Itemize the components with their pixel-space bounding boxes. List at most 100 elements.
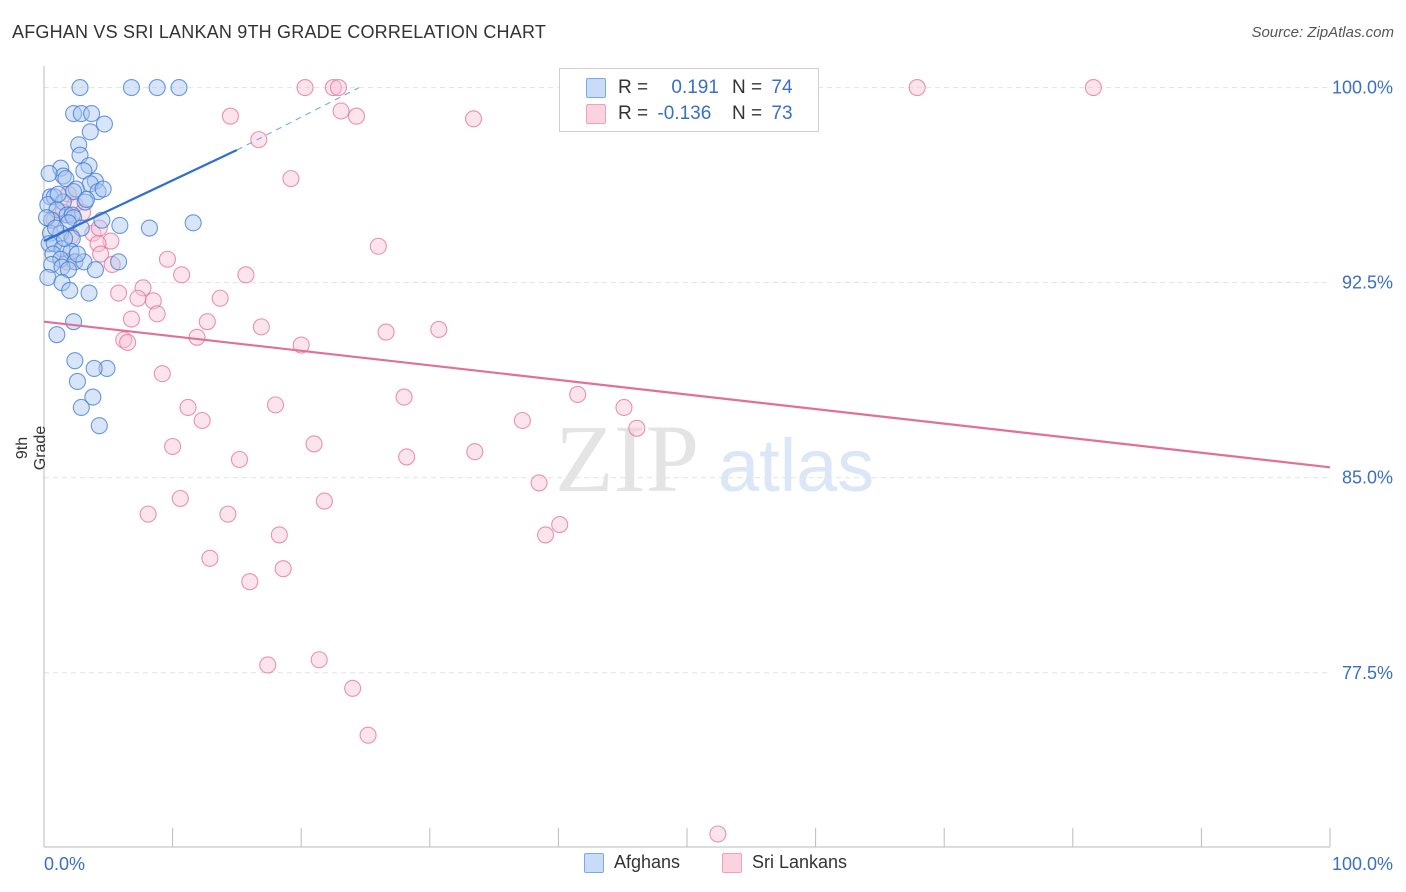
afghan-point — [71, 79, 89, 97]
sri-lankan-point — [377, 323, 395, 341]
afghan-point — [94, 180, 112, 198]
sri-lankan-point — [259, 656, 277, 674]
legend-r-label: R = — [618, 77, 649, 98]
afghan-point — [81, 123, 99, 141]
afghan-point — [148, 79, 166, 97]
sri-lankan-point — [148, 305, 166, 323]
sri-lankan-point — [193, 411, 211, 430]
sri-lankan-point — [144, 292, 162, 310]
trend-lines — [43, 87, 1331, 469]
sri-lankan-point — [139, 505, 157, 523]
afghan-point — [80, 157, 98, 175]
sri-lankan-point — [201, 549, 219, 567]
sri-lankan-point — [110, 284, 128, 302]
afghan-point — [111, 216, 129, 234]
legend-n-value-sri-lankans: 73 — [771, 103, 793, 124]
afghan-point — [68, 245, 86, 263]
legend-n-value-afghans: 74 — [771, 77, 793, 98]
sri-lankan-point — [551, 515, 569, 534]
sri-lankan-point — [530, 474, 548, 492]
afghan-point — [54, 167, 72, 185]
sri-lankan-point — [296, 79, 314, 97]
gridlines — [44, 87, 1330, 674]
sri-lankan-point — [305, 435, 323, 453]
afghan-point — [39, 268, 57, 287]
sri-lankan-point — [466, 443, 484, 461]
sri-lankan-point — [164, 437, 182, 456]
sri-lankan-point — [369, 237, 387, 255]
afghan-point — [90, 417, 108, 435]
sri-lankan-point — [310, 651, 328, 669]
afghan-point — [110, 253, 128, 271]
sri-lankan-point — [324, 79, 342, 97]
sri-lankan-point — [252, 318, 270, 336]
sri-lankan-point — [347, 107, 366, 125]
sri-lankan-point — [266, 396, 285, 414]
sri-lankan-point — [129, 289, 147, 307]
axes — [43, 66, 1331, 848]
afghan-point — [67, 180, 85, 198]
afghan-point — [61, 281, 79, 300]
afghan-point — [140, 219, 159, 237]
afghan-point — [80, 284, 98, 302]
sri-lankan-point — [92, 245, 110, 263]
sri-lankan-point — [332, 102, 350, 120]
sri-lankan-point — [102, 232, 120, 250]
sri-lankan-point — [344, 679, 362, 697]
sri-lankan-point — [270, 526, 288, 544]
sri-lankan-point — [430, 320, 448, 339]
afghan-point — [95, 115, 113, 133]
afghan-point — [85, 359, 103, 378]
sri-lankan-trend-line — [43, 320, 1331, 469]
sri-lankan-point — [250, 131, 268, 149]
sri-lankan-point — [134, 279, 152, 297]
sri-lankan-point — [221, 107, 240, 125]
sri-lankan-point — [122, 310, 140, 328]
series-afghans — [38, 79, 202, 435]
y-tick-label: 77.5% — [1342, 663, 1393, 683]
sri-lankan-point — [153, 365, 171, 383]
afghan-point — [66, 352, 84, 370]
sri-lankan-point — [241, 573, 259, 591]
afghan-point — [43, 255, 61, 273]
sri-lankan-point — [513, 411, 531, 430]
sri-lankan-point — [536, 526, 555, 544]
afghan-point — [83, 105, 101, 123]
legend-n-label: N = — [732, 77, 763, 98]
sri-lankan-point — [569, 385, 587, 404]
chart-title: AFGHAN VS SRI LANKAN 9TH GRADE CORRELATI… — [12, 22, 547, 42]
sri-lankan-point — [709, 825, 727, 843]
watermark: ZIP atlas — [555, 405, 874, 512]
afghan-trend-line — [43, 149, 238, 243]
sri-lankan-point — [158, 250, 177, 268]
legend-n-label: N = — [732, 103, 763, 124]
sri-lankan-point — [119, 333, 137, 352]
legend-r-value-afghans: 0.191 — [671, 77, 719, 98]
afghan-point — [57, 170, 75, 188]
sri-lankan-point — [908, 79, 926, 97]
legend-r-label: R = — [618, 103, 649, 124]
sri-lankan-point — [274, 560, 292, 578]
legend-swatch-sri-lankans — [586, 104, 606, 124]
sri-lankan-point — [315, 492, 333, 510]
afghan-point — [77, 190, 95, 208]
sri-lankan-point — [282, 170, 300, 188]
sri-lankan-point — [1084, 79, 1102, 97]
sri-lankan-point — [329, 79, 348, 97]
afghan-point — [48, 326, 66, 344]
bottom-legend-label-afghans: Afghans — [614, 852, 681, 872]
watermark-atlas: atlas — [718, 424, 874, 507]
y-tick-label: 100.0% — [1332, 78, 1393, 98]
sri-lankan-point — [398, 448, 416, 466]
sri-lankan-point — [628, 419, 646, 437]
bottom-legend-swatch-sri-lankans — [722, 853, 742, 873]
afghan-point — [170, 79, 188, 97]
afghan-point — [72, 105, 90, 123]
sri-lankan-point — [211, 289, 229, 307]
sri-lankan-point — [237, 266, 255, 284]
afghan-point — [40, 164, 58, 182]
y-axis-label: 9th Grade — [14, 425, 49, 471]
stats-legend: R = 0.191 N = 74 R = -0.136 N = 73 — [559, 68, 819, 132]
sri-lankan-point — [292, 336, 310, 354]
